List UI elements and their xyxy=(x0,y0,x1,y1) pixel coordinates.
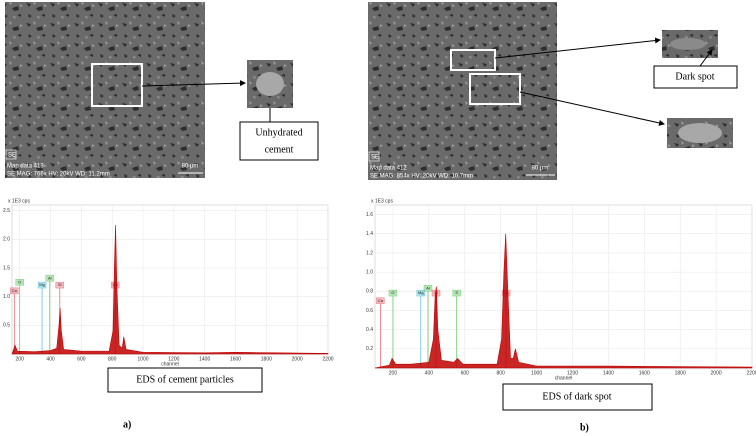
scale-label: 80 µm xyxy=(182,164,199,170)
y-tick-label: 0.6 xyxy=(366,308,373,314)
x-tick-label: 1800 xyxy=(261,356,272,362)
y-tick-label: 1.4 xyxy=(366,231,373,237)
x-axis-label: channel xyxy=(555,375,573,381)
element-tag xyxy=(55,281,64,289)
y-tick-label: 1.0 xyxy=(3,294,10,300)
element-label: O xyxy=(18,279,21,284)
panel: SE Map data 412 SE MAG: 854x HV: 20kV WD… xyxy=(368,2,738,433)
x-tick-label: 1000 xyxy=(531,370,542,376)
element-tag xyxy=(10,287,19,295)
caption-box xyxy=(502,383,653,411)
x-axis-label: channel xyxy=(161,361,179,367)
x-tick-label: 800 xyxy=(496,370,505,376)
map-label: Map data 413 xyxy=(7,164,44,170)
x-tick-label: 200 xyxy=(16,356,25,362)
x-tick-label: 600 xyxy=(77,356,86,362)
sem-image xyxy=(5,2,205,178)
y-axis-label: x 1E3 cps xyxy=(8,198,30,204)
element-label: Al xyxy=(426,285,430,290)
element-label: Ca xyxy=(378,298,384,303)
caption: EDS of dark spot xyxy=(542,391,611,402)
element-label: O xyxy=(391,290,394,295)
panel-label: b) xyxy=(580,422,589,433)
plot-area xyxy=(11,204,329,355)
se-box xyxy=(368,151,380,162)
element-tag xyxy=(423,285,433,292)
highlight-box xyxy=(91,63,143,107)
x-tick-label: 1800 xyxy=(675,370,686,376)
caption: EDS of cement particles xyxy=(136,374,234,385)
x-tick-label: 1400 xyxy=(603,370,614,376)
arrow xyxy=(699,49,713,67)
element-tag xyxy=(45,275,54,282)
y-tick-label: 0.2 xyxy=(366,346,373,352)
x-tick-label: 2000 xyxy=(711,370,722,376)
se-label: SE xyxy=(371,155,379,161)
y-tick-label: 1.2 xyxy=(366,250,373,256)
callout-text: Unhydrated xyxy=(255,127,302,138)
se-label: SE xyxy=(8,153,16,159)
highlight-box xyxy=(469,73,521,105)
particle xyxy=(256,72,284,96)
element-tag xyxy=(388,289,398,297)
y-tick-label: 1.0 xyxy=(366,269,373,275)
x-tick-label: 400 xyxy=(425,370,434,376)
caption-box xyxy=(107,367,263,393)
particle xyxy=(670,38,706,50)
x-tick-label: 200 xyxy=(389,370,398,376)
element-tag xyxy=(15,279,24,286)
y-tick-label: 0.5 xyxy=(3,323,10,329)
sem-info: SE MAG: 854x HV: 20kV WD: 10.7mm xyxy=(370,174,473,180)
element-label: Al xyxy=(48,275,52,280)
element-label: Ca xyxy=(12,288,18,293)
x-tick-label: 2200 xyxy=(322,356,333,362)
x-tick-label: 2000 xyxy=(292,356,303,362)
x-tick-label: 1200 xyxy=(567,370,578,376)
y-axis-label: x 1E3 cps xyxy=(371,198,393,204)
x-tick-label: 400 xyxy=(46,356,55,362)
y-tick-label: 0.4 xyxy=(366,327,373,333)
element-tag xyxy=(37,281,47,289)
y-tick-label: 2.0 xyxy=(3,237,10,243)
x-tick-label: 1200 xyxy=(168,356,179,362)
callout-text: cement xyxy=(265,144,294,155)
panel-label: a) xyxy=(123,419,131,430)
scale-label: 80 µm xyxy=(532,166,549,172)
se-box xyxy=(5,149,17,160)
callout-box xyxy=(239,121,319,161)
spectrum xyxy=(374,233,753,369)
arrow xyxy=(519,91,665,126)
element-label: Mg xyxy=(418,290,424,295)
element-tag xyxy=(452,289,461,297)
x-tick-label: 1600 xyxy=(230,356,241,362)
arrow xyxy=(141,80,246,87)
particle xyxy=(678,123,722,143)
sem-info: SE MAG: 766x HV: 20kV WD: 11.2mm xyxy=(7,172,110,178)
x-tick-label: 2200 xyxy=(746,370,756,376)
element-label: Si xyxy=(58,282,62,287)
callout-box xyxy=(653,65,738,89)
y-tick-label: 1.5 xyxy=(3,265,10,271)
y-tick-label: 0.8 xyxy=(366,289,373,295)
spectrum xyxy=(11,225,329,355)
x-tick-label: 1000 xyxy=(137,356,148,362)
highlight-box xyxy=(450,49,496,71)
x-tick-label: 1400 xyxy=(199,356,210,362)
element-tag xyxy=(376,297,385,304)
y-tick-label: 1.6 xyxy=(366,212,373,218)
callout-text: Dark spot xyxy=(675,71,714,82)
panel: SE Map data 413 SE MAG: 766x HV: 20kV WD… xyxy=(5,2,319,430)
arrow xyxy=(494,37,661,59)
element-label: S xyxy=(455,290,458,295)
element-label: Mg xyxy=(39,282,45,287)
element-tag xyxy=(416,289,425,297)
x-tick-label: 1600 xyxy=(639,370,650,376)
x-tick-label: 600 xyxy=(461,370,470,376)
sem-image xyxy=(368,2,557,180)
x-tick-label: 800 xyxy=(108,356,117,362)
map-label: Map data 412 xyxy=(370,166,407,172)
y-tick-label: 2.5 xyxy=(3,208,10,214)
